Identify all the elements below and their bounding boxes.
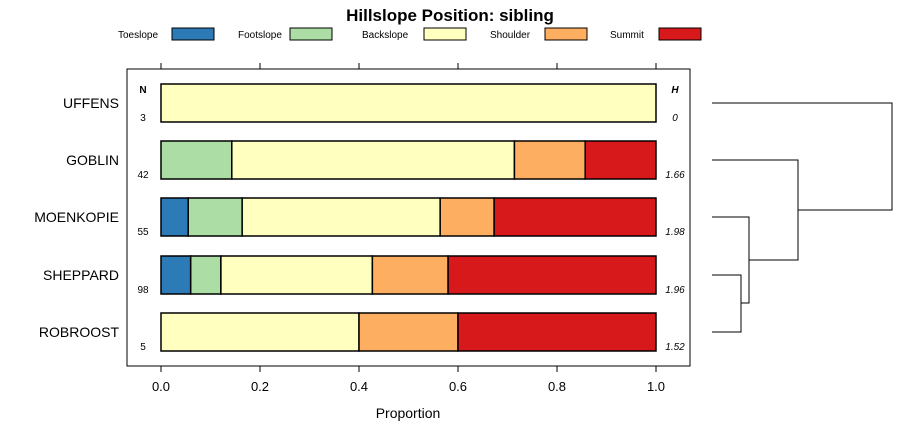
category-label-uffens: UFFENS [63, 95, 119, 111]
bar-segment-goblin-summit [584, 140, 657, 180]
legend-swatch-shoulder [544, 27, 588, 41]
bar-segment-robroost-shoulder [358, 312, 459, 352]
dendrogram-branch-moenkopie [712, 216, 750, 304]
bars [160, 83, 657, 352]
bar-segment-sheppard-backslope [220, 255, 374, 295]
h-label: 1.66 [665, 170, 685, 181]
n-labels: 3 42 55 98 5 [137, 113, 149, 353]
legend-label-backslope: Backslope [362, 30, 409, 41]
n-label: 3 [140, 113, 146, 124]
bar-segment-sheppard-footslope [189, 255, 222, 295]
category-label-sheppard: SHEPPARD [43, 267, 119, 283]
legend-label-shoulder: Shoulder [490, 30, 531, 41]
top-axis-ticks [160, 63, 657, 69]
dendrogram-branch-uffens [712, 102, 893, 211]
x-tick-label: 0.6 [449, 379, 467, 394]
n-header: N [139, 85, 146, 96]
bar-segment-goblin-shoulder [513, 140, 586, 180]
category-label-robroost: ROBROOST [39, 324, 120, 340]
dendrogram-branch-sheppard-robroost [712, 274, 742, 333]
h-label: 1.96 [665, 285, 685, 296]
legend-swatch-backslope [423, 27, 467, 41]
category-label-goblin: GOBLIN [66, 152, 119, 168]
bar-segment-robroost-summit [457, 312, 657, 352]
bar-segment-moenkopie-shoulder [439, 197, 495, 237]
x-tick-label: 0.2 [251, 379, 269, 394]
h-label: 1.52 [665, 342, 685, 353]
bar-segment-moenkopie-backslope [241, 197, 441, 237]
bar-segment-moenkopie-footslope [187, 197, 243, 237]
bar-segment-sheppard-shoulder [371, 255, 449, 295]
bar-segment-sheppard-summit [447, 255, 657, 295]
x-axis: 0.0 0.2 0.4 0.6 0.8 1.0 [152, 366, 665, 394]
legend-label-summit: Summit [610, 30, 644, 41]
legend-label-footslope: Footslope [238, 30, 282, 41]
n-label: 98 [137, 285, 149, 296]
category-labels: UFFENS GOBLIN MOENKOPIE SHEPPARD ROBROOST [34, 95, 119, 340]
x-tick-label: 1.0 [647, 379, 665, 394]
legend-label-toeslope: Toeslope [118, 30, 158, 41]
legend-swatch-summit [658, 27, 702, 41]
h-header: H [671, 85, 679, 96]
n-label: 5 [140, 342, 146, 353]
x-axis-title: Proportion [376, 405, 441, 421]
bar-segment-goblin-footslope [160, 140, 233, 180]
n-label: 42 [137, 170, 149, 181]
legend-swatch-footslope [289, 27, 333, 41]
category-label-moenkopie: MOENKOPIE [34, 209, 119, 225]
h-labels: 0 1.66 1.98 1.96 1.52 [665, 113, 685, 353]
bar-segment-moenkopie-toeslope [160, 197, 189, 237]
n-label: 55 [137, 227, 149, 238]
dendrogram [712, 102, 893, 333]
bar-segment-goblin-backslope [231, 140, 516, 180]
chart-title: Hillslope Position: sibling [346, 6, 554, 25]
bar-segment-uffens-backslope [160, 83, 657, 123]
bar-segment-sheppard-toeslope [160, 255, 192, 295]
x-tick-label: 0.0 [152, 379, 170, 394]
x-tick-label: 0.8 [548, 379, 566, 394]
bar-segment-moenkopie-summit [493, 197, 657, 237]
plot-panel [126, 68, 691, 367]
legend-swatch-toeslope [171, 27, 215, 41]
x-tick-label: 0.4 [350, 379, 368, 394]
bar-segment-robroost-backslope [160, 312, 360, 352]
legend: Toeslope Footslope Backslope Shoulder Summit [118, 27, 702, 41]
h-label: 0 [672, 113, 678, 124]
dendrogram-branch-goblin [712, 159, 799, 261]
h-label: 1.98 [665, 227, 685, 238]
